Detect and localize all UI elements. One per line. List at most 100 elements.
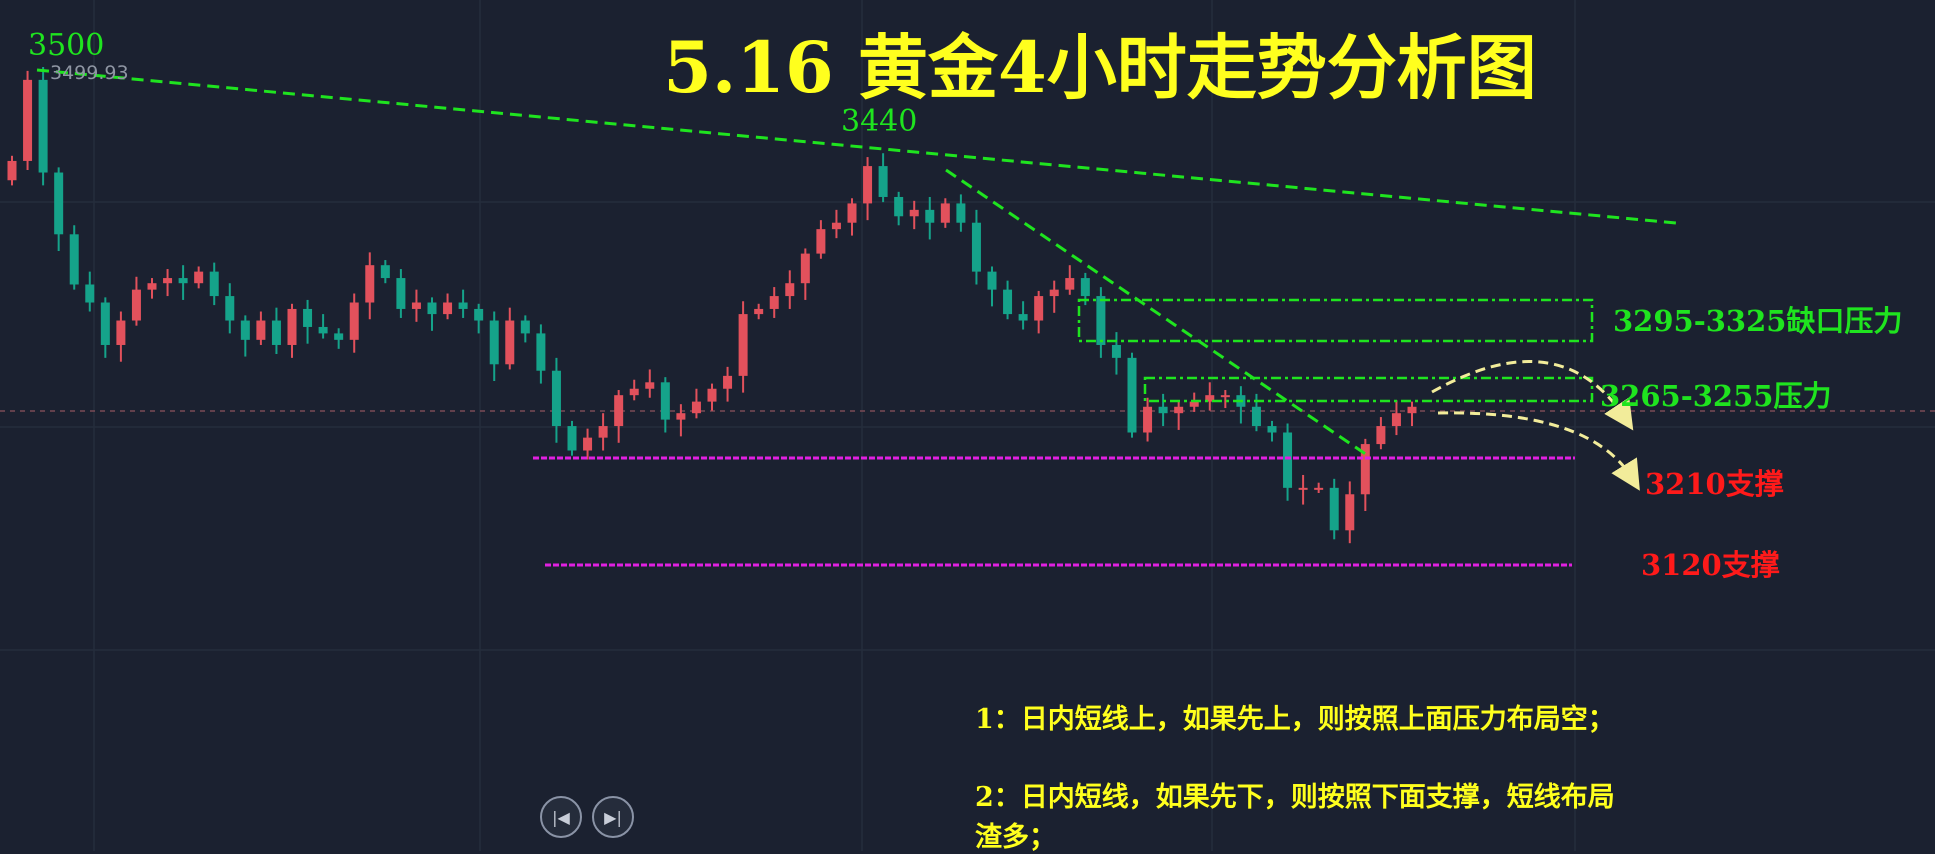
candle-body [147,283,157,290]
candle-body [676,413,686,420]
candle-body [878,166,888,197]
candle-body [1127,357,1137,433]
candle-body [567,426,577,451]
candle-body [1018,314,1028,321]
candle-body [785,283,795,297]
candle-body [380,265,390,279]
candle-body [956,203,966,223]
candle-body [645,382,655,389]
candle-body [551,370,561,427]
candle-body [178,278,188,284]
candle-body [1065,278,1075,290]
candle-body [23,79,33,161]
note-2: 2：日内短线，如果先下，则按照下面支撑，短线布局 [975,782,1615,813]
candle-body [240,320,250,340]
candle-body [1251,406,1261,427]
candle-body [69,234,79,285]
candle-body [1376,426,1386,445]
candle-body [303,308,313,327]
candle-body [1096,296,1106,345]
resistance-label: 3265-3255压力 [1600,379,1832,413]
candle-body [38,79,48,173]
candle-body [536,333,546,371]
skip-back-button[interactable]: |◀ [540,796,582,838]
high-price-tag: 3499.93 [50,62,129,84]
chart-title: 5.16 黄金4小时走势分析图 [663,26,1537,109]
candle-body [411,302,421,309]
candle-body [1329,487,1339,531]
mid-high-label: 3440 [841,104,918,139]
candle-body [1003,289,1013,315]
support-3210-label: 3210支撑 [1645,467,1784,501]
candle-body [1143,406,1153,433]
candle-body [1407,406,1417,414]
candle-body [723,375,733,389]
support-3120-label: 3120支撑 [1641,548,1780,582]
candle-body [474,308,484,321]
gap-resistance-box [1077,298,1594,343]
candle-body [583,437,593,451]
candle-body [1034,296,1044,321]
candle-body [1205,395,1215,402]
candle-body [971,222,981,272]
candle-body [1360,444,1370,495]
candle-body [100,302,110,345]
candle-body [256,320,266,340]
skip-back-icon: |◀ [552,807,570,827]
skip-forward-icon: ▶| [604,807,622,827]
candle-body [318,326,328,334]
scenario-arrow-down [1437,411,1640,491]
candle-body [349,302,359,340]
note-3: 渣多； [975,822,1056,853]
candle-body [1267,426,1277,433]
candle-body [598,426,608,438]
candle-body [691,401,701,414]
candle-body [800,253,810,284]
candle-body [443,302,453,315]
candle-body [85,284,95,303]
candle-body [1345,494,1355,531]
candle-body [660,382,670,420]
candle-body [769,296,779,309]
candle-body [1111,344,1121,358]
candle-body [987,271,997,290]
resistance-box [1143,376,1594,403]
candle-body [629,388,639,396]
candle-body [1189,401,1199,407]
candle-body [738,314,748,376]
candle-body [194,271,204,284]
candle-body [754,308,764,315]
candle-body [1283,432,1293,488]
candle-body [116,320,126,345]
skip-forward-button[interactable]: ▶| [592,796,634,838]
candle-body [209,271,219,297]
candle-body [1158,406,1168,414]
candle-body [1049,289,1059,297]
major-trendline [36,68,1677,225]
candle-body [396,278,406,309]
candle-body [225,296,235,321]
candle-body [271,320,281,345]
candle-body [505,320,515,365]
candle-body [1391,413,1401,427]
candle-body [458,302,468,309]
candle-body [54,172,64,235]
candle-body [427,302,437,315]
gap-resistance-label: 3295-3325缺口压力 [1613,304,1903,338]
candle-body [847,203,857,223]
high-label: 3500 [28,28,105,63]
candle-body [614,395,624,427]
note-1: 1：日内短线上，如果先上，则按照上面压力布局空； [975,704,1615,735]
candle-body [1298,487,1308,490]
candle-body [520,320,530,334]
candle-body [831,222,841,230]
scenario-arrow-up [1431,360,1634,431]
candle-body [1314,487,1324,490]
candle-body [894,196,904,217]
minor-trendline [945,168,1371,459]
candle-body [816,229,826,254]
candle-body [7,160,17,181]
candle-body [1080,278,1090,297]
candle-body [334,333,344,340]
